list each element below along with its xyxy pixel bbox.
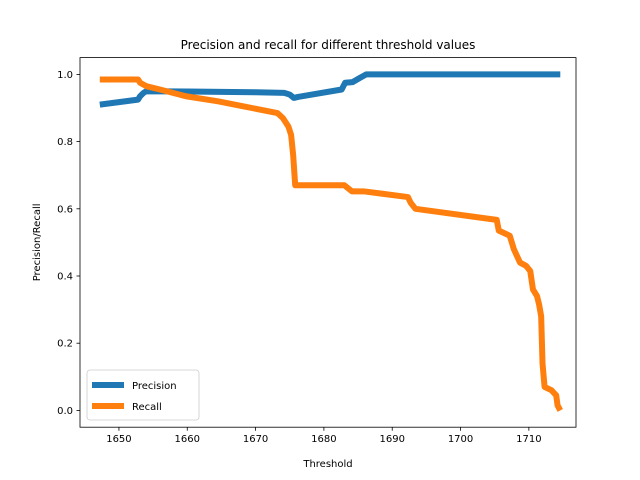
x-axis-ticks: 1650 1660 1670 1680 1690 1700 1710: [106, 427, 542, 445]
legend-label-recall: Recall: [132, 402, 162, 413]
legend-label-precision: Precision: [132, 381, 177, 392]
y-axis-label: Precision/Recall: [32, 203, 43, 281]
y-tick-label: 0.2: [57, 339, 73, 350]
y-axis-ticks: 0.0 0.2 0.4 0.6 0.8 1.0: [57, 70, 80, 417]
y-tick-label: 0.6: [57, 204, 73, 215]
x-tick-label: 1670: [243, 434, 268, 445]
x-tick-label: 1660: [175, 434, 200, 445]
x-axis-label: Threshold: [302, 459, 352, 470]
y-tick-label: 1.0: [57, 70, 73, 81]
x-tick-label: 1700: [448, 434, 473, 445]
y-tick-label: 0.0: [57, 406, 73, 417]
x-tick-label: 1680: [311, 434, 336, 445]
legend: Precision Recall: [86, 369, 200, 421]
x-tick-label: 1690: [379, 434, 404, 445]
series-line-recall: [99, 76, 563, 412]
series-layer: [99, 71, 563, 412]
series-line-precision: [99, 71, 561, 108]
y-tick-label: 0.4: [57, 272, 73, 283]
chart-title: Precision and recall for different thres…: [181, 38, 476, 52]
y-tick-label: 0.8: [57, 137, 73, 148]
x-tick-label: 1650: [106, 434, 131, 445]
plot-frame: [79, 57, 577, 428]
x-tick-label: 1710: [516, 434, 541, 445]
